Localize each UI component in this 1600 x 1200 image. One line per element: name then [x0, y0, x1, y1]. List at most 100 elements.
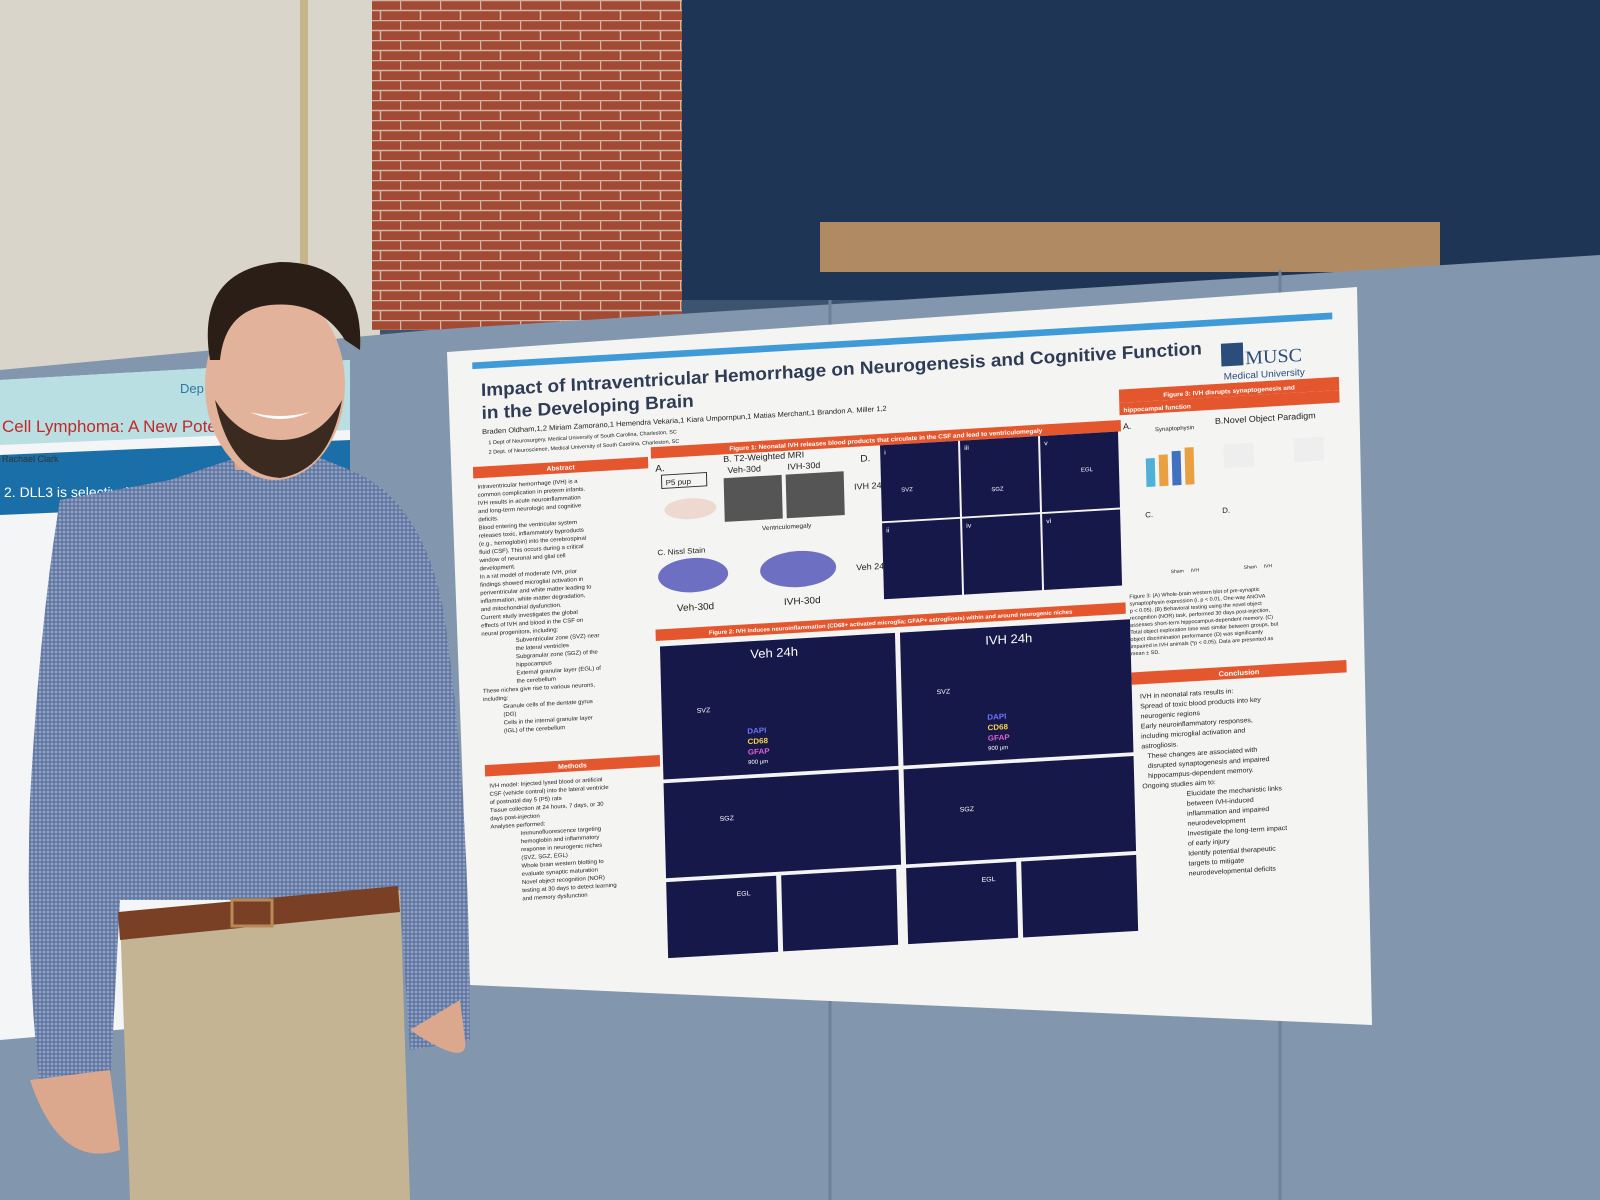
micrograph — [1223, 442, 1255, 469]
fig-label: SVZ — [697, 707, 711, 715]
abstract-line: Subventricular zone (SVZ) near — [516, 633, 600, 644]
fig-label: IVH-30d — [784, 595, 821, 608]
abstract-heading-bar — [472, 456, 649, 479]
abstract-line: Intraventricular hemorrhage (IVH) is a — [477, 479, 578, 491]
abstract-line: fluid (CSF). This occurs during a critic… — [479, 544, 583, 556]
conclusion-line: Identify potential therapeutic — [1188, 846, 1276, 858]
fig-label: C. — [1145, 510, 1153, 519]
micrograph — [659, 632, 899, 780]
fig-label: IVH 24h — [985, 631, 1032, 647]
figure3-caption: mean ± SD. — [1131, 650, 1160, 658]
fig-label: A. — [655, 463, 665, 474]
fig-label: Ventriculomegaly — [762, 522, 812, 532]
panel-label: v — [1044, 440, 1048, 447]
micrograph — [1293, 436, 1325, 463]
methods-line: (SVZ, SGZ, EGL) — [521, 853, 568, 862]
logo-line: Medical University — [1224, 367, 1305, 382]
methods-line: days post-injection — [490, 814, 540, 823]
fig3-bar-ext — [1119, 390, 1340, 416]
stain-label: CD68 — [987, 722, 1008, 732]
micrograph — [899, 619, 1134, 766]
fig-label: SGZ — [719, 815, 734, 823]
abstract-heading: Abstract — [546, 464, 575, 472]
fig-label: SGZ — [960, 806, 975, 814]
fig-label: EGL — [1081, 467, 1094, 474]
stain-label: GFAP — [748, 747, 770, 757]
panel-label: iii — [964, 445, 969, 452]
conclusion-line: between IVH-induced — [1187, 797, 1254, 808]
figure3-title-bar — [1118, 376, 1340, 403]
methods-heading-bar — [484, 754, 661, 777]
fig-label: Veh-30d — [677, 601, 714, 614]
micrograph — [906, 861, 1019, 945]
conclusion-line: neurodevelopment — [1187, 817, 1245, 827]
axis-label: Sham — [1171, 568, 1184, 575]
abstract-line: IVH results in acute neuroinflammation — [478, 495, 581, 507]
methods-line: Novel object recognition (NOR) — [522, 875, 605, 886]
abstract-line: development. — [480, 564, 516, 572]
methods-line: Immunofluorescence targeting — [521, 826, 602, 837]
abstract-line: the lateral ventricles — [516, 643, 569, 652]
fig-label: EGL — [736, 890, 750, 898]
conclusion-line: inflammation and impaired — [1187, 806, 1269, 818]
panel-label: i — [884, 450, 886, 457]
methods-line: Analyses performed: — [490, 821, 545, 830]
micrograph — [962, 514, 1043, 595]
person — [28, 262, 470, 1200]
fig-label: IVH 24h — [854, 480, 887, 492]
abstract-line: and mitochondrial dysfunction. — [481, 603, 562, 614]
logo-name: MUSC — [1245, 345, 1302, 369]
conclusion-line: astrogliosis. — [1141, 741, 1178, 750]
micrograph — [723, 474, 783, 522]
fig-label: SGZ — [991, 487, 1004, 494]
abstract-line: the cerebellum — [517, 677, 557, 685]
fig-label: Veh 24h — [856, 561, 889, 573]
micrograph — [1042, 509, 1123, 590]
nissl — [658, 557, 729, 593]
abstract-line: effects of IVH and blood in the CSF on — [481, 618, 583, 630]
axis-label: IVH — [1264, 563, 1273, 569]
micrograph — [663, 769, 902, 879]
left-title: Cell Lymphoma: A New Potential Th — [2, 417, 272, 436]
fig-label: EGL — [981, 876, 995, 884]
fig-label: D. — [1222, 506, 1230, 515]
panel-label: iv — [966, 523, 972, 530]
micrograph — [781, 868, 899, 952]
stain-label: DAPI — [987, 712, 1006, 722]
pup — [664, 498, 717, 520]
chart-image — [1171, 450, 1182, 486]
abstract-line: including: — [483, 696, 509, 703]
axis-label: Sham — [1244, 564, 1257, 571]
chart-image — [1145, 457, 1156, 487]
title-stripe — [472, 312, 1333, 370]
micrograph — [960, 436, 1041, 517]
conclusion-line: of early injury — [1188, 838, 1230, 847]
abstract-line: Granule cells of the dentate gyrus — [503, 699, 593, 710]
panel-label: vi — [1046, 518, 1052, 525]
abstract-line: and long-term neurologic and cognitive — [478, 503, 581, 515]
abstract-line: Blood entering the ventricular system — [478, 520, 577, 532]
methods-line: response in neurogenic niches — [521, 843, 602, 854]
pup-box — [660, 472, 708, 489]
abstract-line: deficits. — [478, 516, 499, 523]
methods-line: Whole brain western blotting to — [521, 859, 603, 870]
micrograph — [880, 440, 961, 522]
conclusion-heading: Conclusion — [1219, 667, 1261, 678]
conclusion-line: neurogenic regions — [1140, 710, 1200, 720]
figure2-title-bar — [655, 602, 1126, 642]
methods-line: evaluate synaptic maturation — [522, 868, 598, 878]
figure3-title: hippocampal function — [1123, 403, 1191, 414]
fig-label: D. — [860, 453, 870, 464]
figure1-title-bar — [650, 419, 1122, 459]
abstract-line: neural progenitors, including: — [481, 627, 558, 637]
fig-label: SVZ — [936, 689, 950, 697]
axis-label: IVH — [1191, 568, 1200, 574]
abstract-line: inflammation, white matter degradation, — [480, 593, 585, 605]
micrograph — [882, 518, 963, 600]
panel-label: ii — [886, 527, 890, 534]
stain-label: GFAP — [988, 733, 1010, 743]
chart-image — [1158, 454, 1169, 487]
abstract-line: hippocampus — [516, 660, 552, 668]
methods-line: of postnatal day 5 (P5) rats — [490, 796, 562, 806]
trim — [300, 0, 308, 360]
